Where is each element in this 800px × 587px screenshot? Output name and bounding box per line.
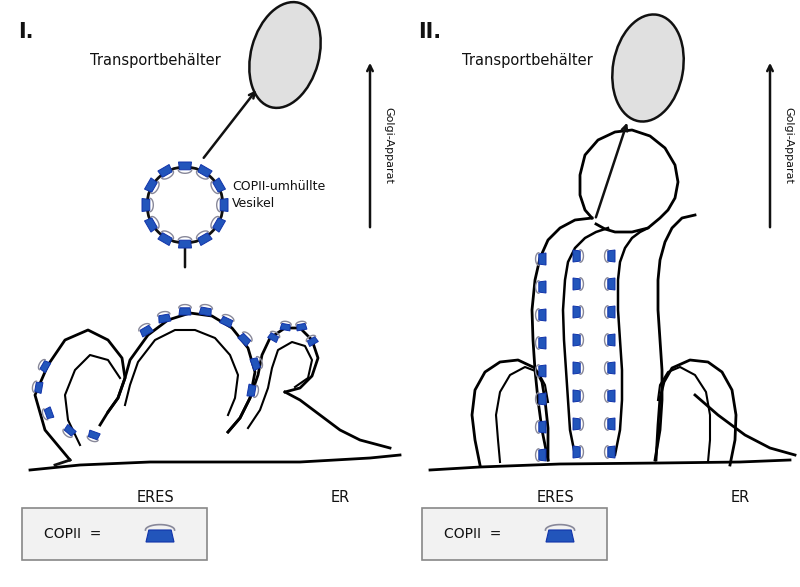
Text: COPII  =: COPII = [44, 527, 102, 541]
Polygon shape [539, 393, 546, 405]
Text: ERES: ERES [136, 490, 174, 505]
Polygon shape [608, 278, 615, 290]
Polygon shape [238, 333, 250, 346]
Polygon shape [608, 250, 615, 262]
Polygon shape [88, 430, 100, 440]
Polygon shape [178, 240, 191, 248]
Polygon shape [573, 446, 580, 458]
Polygon shape [220, 198, 228, 211]
Polygon shape [539, 365, 546, 377]
Polygon shape [145, 178, 158, 192]
Text: Golgi-Apparat: Golgi-Apparat [383, 107, 393, 184]
Polygon shape [250, 357, 261, 370]
Polygon shape [34, 382, 43, 393]
Ellipse shape [250, 2, 321, 108]
Polygon shape [573, 362, 580, 374]
Polygon shape [608, 306, 615, 318]
Polygon shape [539, 253, 546, 265]
Polygon shape [539, 281, 546, 293]
Polygon shape [178, 162, 191, 170]
Polygon shape [219, 316, 233, 328]
Polygon shape [539, 421, 546, 433]
Text: I.: I. [18, 22, 34, 42]
Polygon shape [158, 232, 172, 245]
Polygon shape [40, 360, 50, 373]
Polygon shape [539, 337, 546, 349]
Polygon shape [573, 278, 580, 290]
Polygon shape [573, 418, 580, 430]
FancyBboxPatch shape [22, 508, 207, 560]
Polygon shape [573, 334, 580, 346]
Polygon shape [247, 384, 256, 396]
Polygon shape [608, 334, 615, 346]
Text: COPII  =: COPII = [444, 527, 502, 541]
Polygon shape [213, 178, 226, 192]
Polygon shape [198, 232, 212, 245]
Polygon shape [608, 390, 615, 402]
Polygon shape [198, 164, 212, 177]
Text: Transportbehälter: Transportbehälter [90, 52, 221, 68]
Polygon shape [158, 314, 171, 323]
Polygon shape [158, 164, 172, 177]
Polygon shape [539, 449, 546, 461]
Polygon shape [179, 308, 191, 315]
Polygon shape [573, 306, 580, 318]
Polygon shape [146, 530, 174, 542]
Polygon shape [608, 362, 615, 374]
Ellipse shape [612, 15, 684, 122]
Text: Golgi-Apparat: Golgi-Apparat [783, 107, 793, 184]
Polygon shape [268, 333, 278, 342]
Polygon shape [145, 218, 158, 232]
FancyBboxPatch shape [422, 508, 607, 560]
Polygon shape [573, 390, 580, 402]
Polygon shape [297, 323, 307, 331]
Polygon shape [140, 325, 153, 337]
Text: COPII-umhüllte
Vesikel: COPII-umhüllte Vesikel [232, 180, 326, 210]
Polygon shape [307, 337, 318, 346]
Polygon shape [539, 309, 546, 321]
Text: II.: II. [418, 22, 441, 42]
Text: ER: ER [730, 490, 750, 505]
Polygon shape [199, 307, 211, 316]
Text: Transportbehälter: Transportbehälter [462, 52, 593, 68]
Polygon shape [608, 418, 615, 430]
Polygon shape [573, 250, 580, 262]
Polygon shape [213, 218, 226, 232]
Circle shape [147, 167, 223, 243]
Polygon shape [64, 424, 76, 436]
Polygon shape [608, 446, 615, 458]
Polygon shape [44, 407, 54, 419]
Polygon shape [142, 198, 150, 211]
Polygon shape [280, 323, 290, 331]
Text: ER: ER [330, 490, 350, 505]
Text: ERES: ERES [536, 490, 574, 505]
Polygon shape [546, 530, 574, 542]
